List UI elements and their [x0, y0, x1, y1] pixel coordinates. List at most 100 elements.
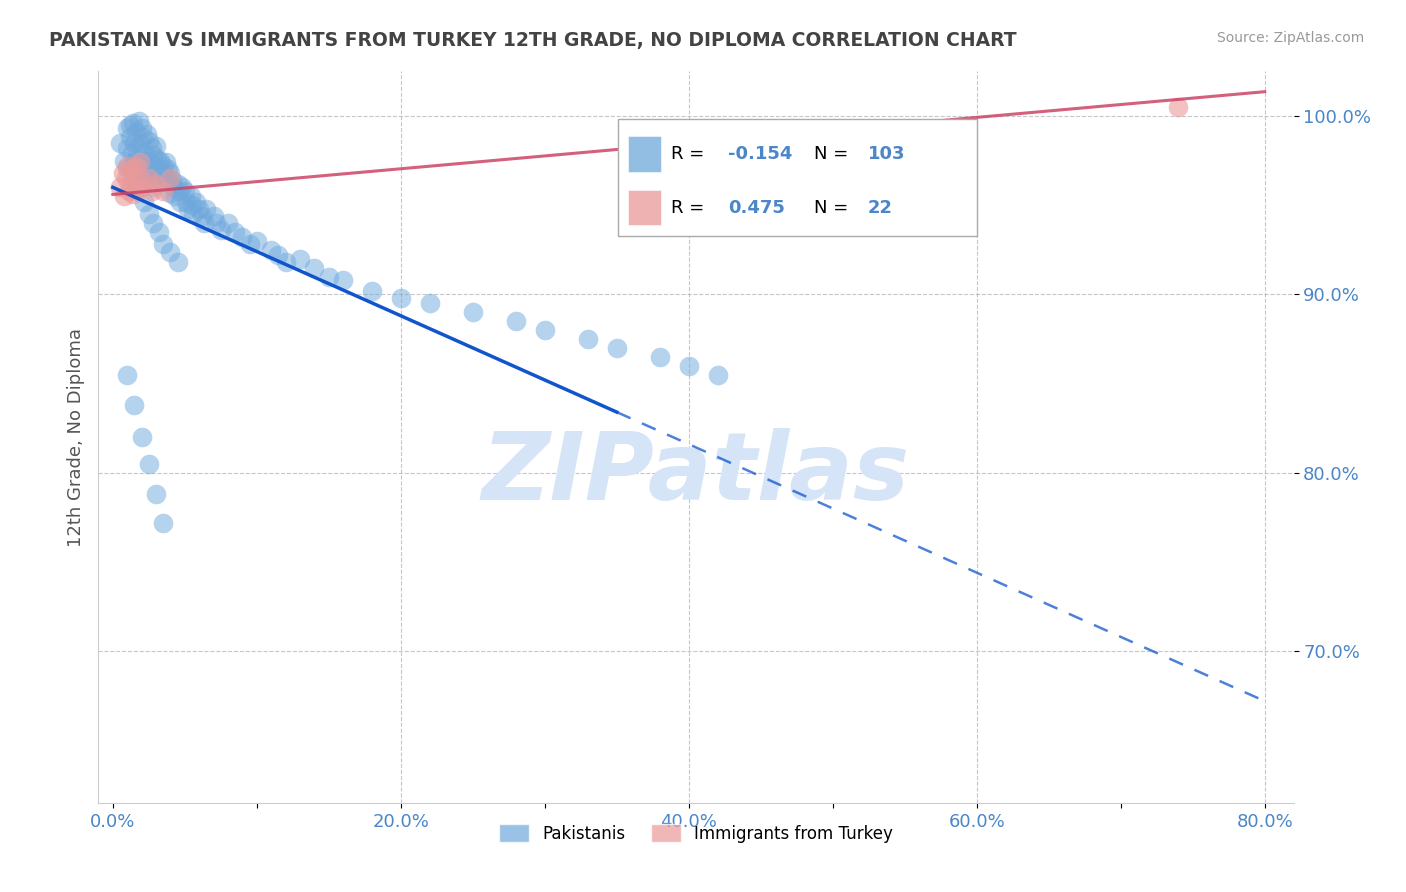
- Point: [146, 171, 169, 186]
- Point: [239, 237, 262, 252]
- Point: [267, 248, 290, 262]
- Point: [112, 189, 135, 203]
- Text: 0.475: 0.475: [728, 199, 785, 217]
- Point: [159, 186, 181, 200]
- FancyBboxPatch shape: [628, 190, 661, 225]
- Point: [115, 141, 138, 155]
- Point: [138, 457, 160, 471]
- Point: [332, 273, 354, 287]
- Point: [361, 284, 384, 298]
- Point: [138, 134, 160, 148]
- Point: [124, 155, 146, 169]
- Point: [111, 166, 134, 180]
- Point: [145, 487, 167, 501]
- Point: [461, 305, 484, 319]
- Point: [132, 168, 155, 182]
- Point: [114, 171, 136, 186]
- Point: [180, 189, 202, 203]
- Text: 103: 103: [868, 145, 905, 163]
- Point: [122, 187, 145, 202]
- Point: [163, 189, 186, 203]
- Point: [209, 223, 232, 237]
- Point: [124, 136, 146, 150]
- Point: [127, 184, 149, 198]
- Point: [120, 130, 142, 145]
- Text: R =: R =: [671, 145, 710, 163]
- Point: [166, 255, 188, 269]
- Point: [121, 162, 143, 177]
- Point: [205, 216, 228, 230]
- Point: [159, 171, 181, 186]
- Point: [148, 162, 170, 177]
- Point: [115, 368, 138, 382]
- Point: [193, 216, 215, 230]
- Point: [166, 177, 188, 191]
- Point: [169, 194, 191, 209]
- Point: [1167, 100, 1189, 114]
- Y-axis label: 12th Grade, No Diploma: 12th Grade, No Diploma: [66, 327, 84, 547]
- Point: [149, 153, 172, 168]
- Point: [288, 252, 311, 266]
- Point: [131, 121, 153, 136]
- Point: [419, 296, 441, 310]
- Point: [131, 430, 153, 444]
- Point: [128, 180, 150, 194]
- Point: [145, 159, 167, 173]
- Point: [188, 202, 211, 216]
- Point: [135, 173, 157, 187]
- Point: [389, 291, 412, 305]
- Point: [678, 359, 700, 373]
- FancyBboxPatch shape: [628, 136, 661, 171]
- Text: ZIPatlas: ZIPatlas: [482, 427, 910, 520]
- Point: [131, 159, 153, 173]
- Point: [191, 209, 214, 223]
- Point: [224, 225, 246, 239]
- Point: [129, 155, 152, 169]
- Point: [146, 152, 169, 166]
- Point: [135, 153, 157, 168]
- Text: N =: N =: [814, 199, 855, 217]
- Point: [173, 184, 195, 198]
- Point: [706, 368, 728, 382]
- Point: [893, 136, 915, 150]
- Point: [122, 116, 145, 130]
- Point: [176, 202, 198, 216]
- Point: [148, 225, 170, 239]
- Text: PAKISTANI VS IMMIGRANTS FROM TURKEY 12TH GRADE, NO DIPLOMA CORRELATION CHART: PAKISTANI VS IMMIGRANTS FROM TURKEY 12TH…: [49, 31, 1017, 50]
- Point: [125, 125, 148, 139]
- Point: [108, 180, 131, 194]
- Point: [231, 230, 253, 244]
- Point: [195, 202, 218, 216]
- Point: [120, 177, 142, 191]
- Point: [159, 166, 181, 180]
- Point: [134, 145, 156, 159]
- Point: [118, 184, 141, 198]
- Point: [115, 121, 138, 136]
- Point: [141, 184, 163, 198]
- Point: [246, 234, 269, 248]
- Point: [125, 159, 148, 173]
- Point: [136, 127, 159, 141]
- Text: -0.154: -0.154: [728, 145, 793, 163]
- Point: [142, 180, 165, 194]
- Point: [142, 148, 165, 162]
- Point: [181, 198, 204, 212]
- Text: Source: ZipAtlas.com: Source: ZipAtlas.com: [1216, 31, 1364, 45]
- Point: [141, 141, 163, 155]
- Point: [186, 194, 208, 209]
- Point: [152, 159, 174, 173]
- Text: 22: 22: [868, 199, 893, 217]
- Point: [156, 162, 179, 177]
- Text: N =: N =: [814, 145, 855, 163]
- Text: R =: R =: [671, 199, 710, 217]
- Point: [112, 153, 135, 168]
- Point: [152, 184, 174, 198]
- Point: [318, 269, 340, 284]
- Point: [576, 332, 599, 346]
- Point: [155, 155, 177, 169]
- Point: [183, 207, 205, 221]
- Point: [202, 209, 225, 223]
- Point: [138, 207, 160, 221]
- Point: [162, 180, 184, 194]
- Point: [304, 260, 326, 275]
